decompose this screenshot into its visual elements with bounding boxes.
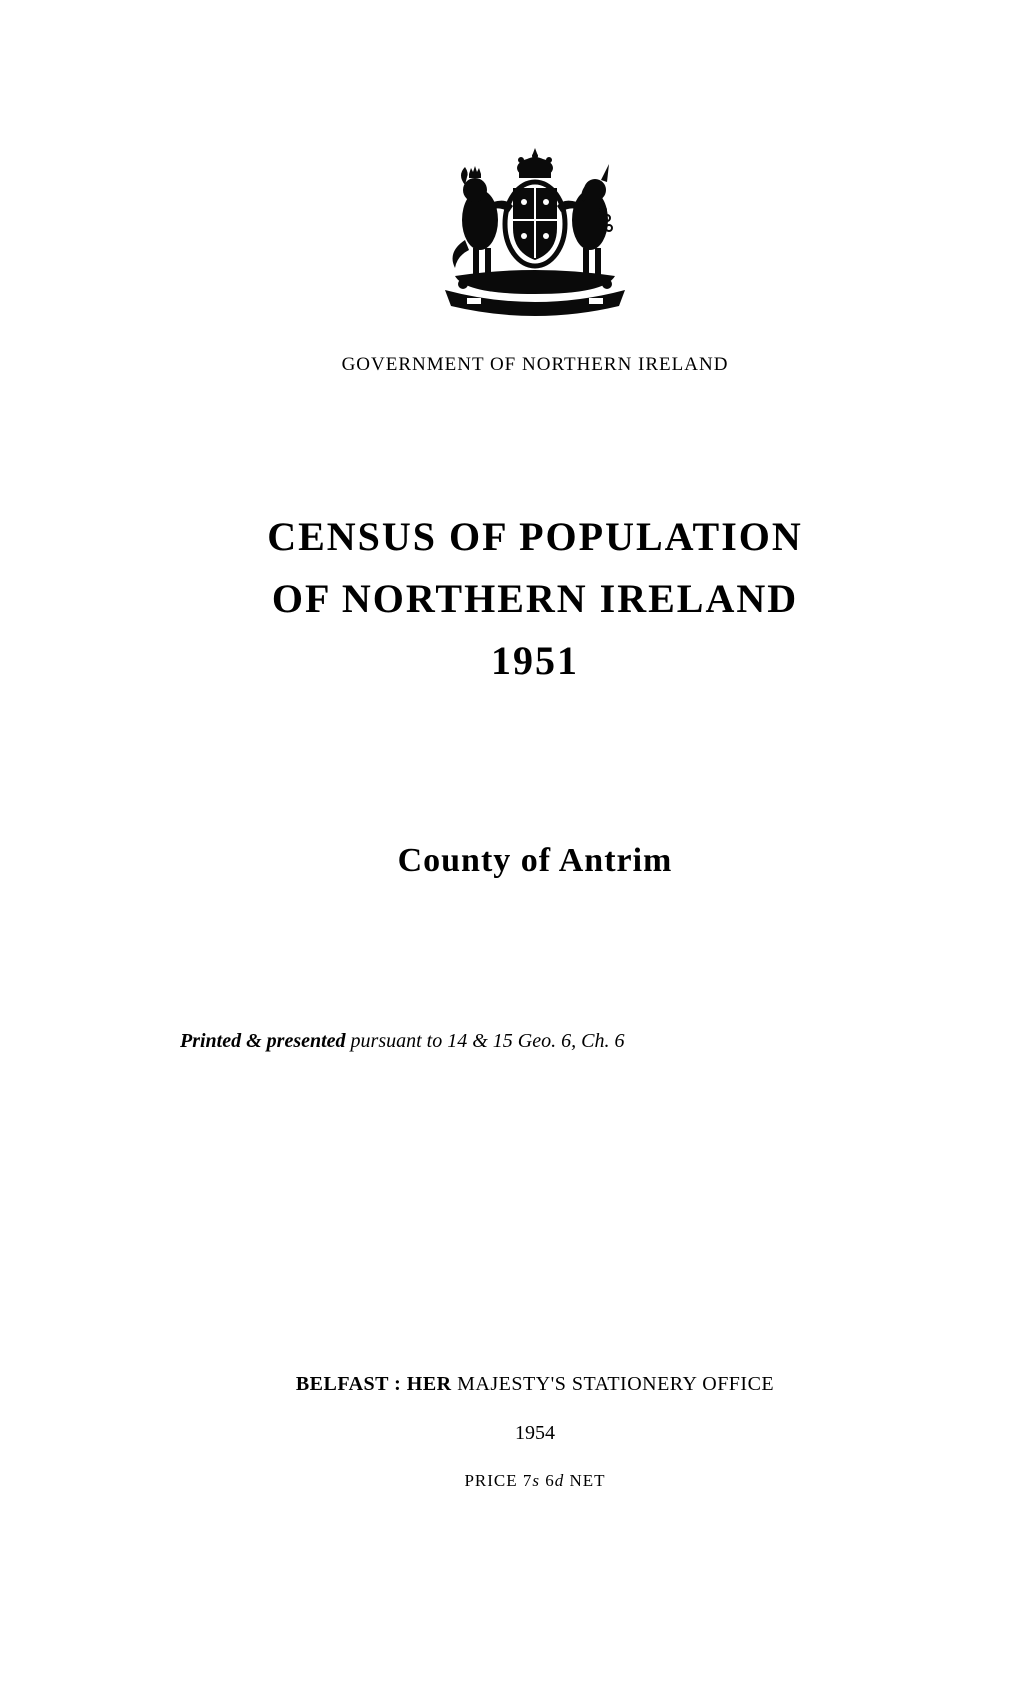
authority-line: Printed & presented pursuant to 14 & 15 …: [180, 1030, 624, 1053]
price-6: 6: [545, 1471, 555, 1490]
title-line-1: CENSUS OF POPULATION: [267, 514, 803, 559]
publisher-city: BELFAST : HER: [296, 1373, 452, 1395]
authority-rest: pursuant to 14 & 15 Geo. 6, Ch. 6: [346, 1030, 625, 1052]
royal-coat-of-arms-icon: [425, 140, 645, 330]
price-line: PRICE 7s 6d NET: [464, 1471, 605, 1491]
price-label: PRICE: [464, 1471, 522, 1490]
title-line-3: 1951: [491, 638, 579, 683]
subtitle: County of Antrim: [398, 842, 673, 880]
price-s: s: [532, 1471, 540, 1490]
publisher-rest: MAJESTY'S STATIONERY OFFICE: [452, 1373, 775, 1395]
authority-prefix: Printed & presented: [180, 1030, 346, 1052]
price-7: 7: [523, 1471, 533, 1490]
price-net: NET: [564, 1471, 605, 1490]
government-line: GOVERNMENT OF NORTHERN IRELAND: [342, 354, 729, 376]
title-line-2: OF NORTHERN IRELAND: [272, 576, 798, 621]
publisher-line: BELFAST : HER MAJESTY'S STATIONERY OFFIC…: [296, 1373, 774, 1396]
main-title: CENSUS OF POPULATION OF NORTHERN IRELAND…: [267, 506, 803, 692]
publication-year: 1954: [515, 1422, 555, 1445]
price-d: d: [555, 1471, 565, 1490]
document-page: GOVERNMENT OF NORTHERN IRELAND CENSUS OF…: [0, 0, 1020, 1681]
